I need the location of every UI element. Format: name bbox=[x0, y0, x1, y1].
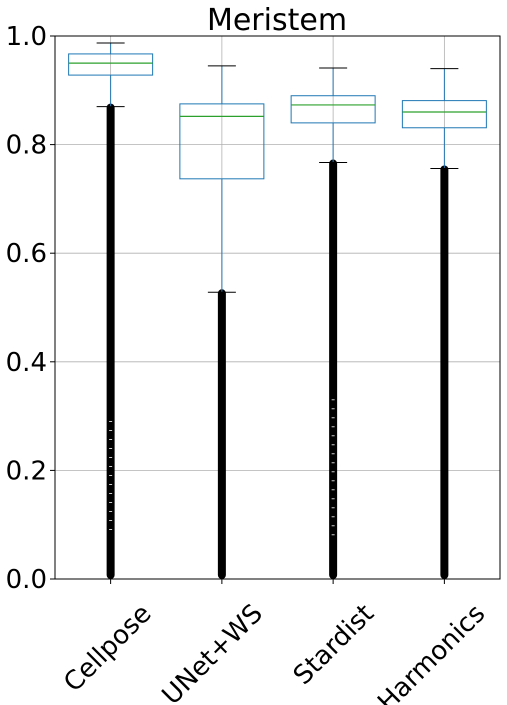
x-tick-label: Cellpose bbox=[58, 599, 157, 698]
outlier-points bbox=[440, 165, 449, 579]
y-tick-label: 0.8 bbox=[6, 131, 47, 161]
box-group-unet-ws bbox=[179, 65, 265, 579]
x-tick-label: Stardist bbox=[288, 599, 380, 691]
x-tick-label: Harmonics bbox=[372, 599, 491, 705]
y-tick-label: 0.6 bbox=[6, 239, 47, 269]
box-group-harmonics bbox=[401, 68, 487, 579]
grid-lines bbox=[55, 35, 500, 580]
outlier-points bbox=[329, 159, 338, 580]
chart-title: Meristem bbox=[207, 3, 347, 38]
y-tick-label: 0.2 bbox=[6, 456, 47, 486]
outlier-points bbox=[217, 289, 226, 579]
box-iqr bbox=[401, 100, 487, 129]
plot-area bbox=[68, 42, 487, 580]
y-tick-label: 1.0 bbox=[6, 22, 47, 52]
box-group-stardist bbox=[290, 67, 376, 580]
outlier-points bbox=[106, 103, 115, 579]
y-tick-label: 0.4 bbox=[6, 348, 47, 378]
x-tick-label: UNet+WS bbox=[157, 599, 269, 705]
box-iqr bbox=[68, 53, 154, 76]
y-tick-label: 0.0 bbox=[6, 565, 47, 595]
box-iqr bbox=[290, 95, 376, 124]
box-group-cellpose bbox=[68, 42, 154, 579]
box-iqr bbox=[179, 103, 265, 180]
y-axis: 0.0 0.2 0.4 0.6 0.8 1.0 bbox=[6, 22, 55, 595]
plot-frame bbox=[54, 35, 501, 580]
